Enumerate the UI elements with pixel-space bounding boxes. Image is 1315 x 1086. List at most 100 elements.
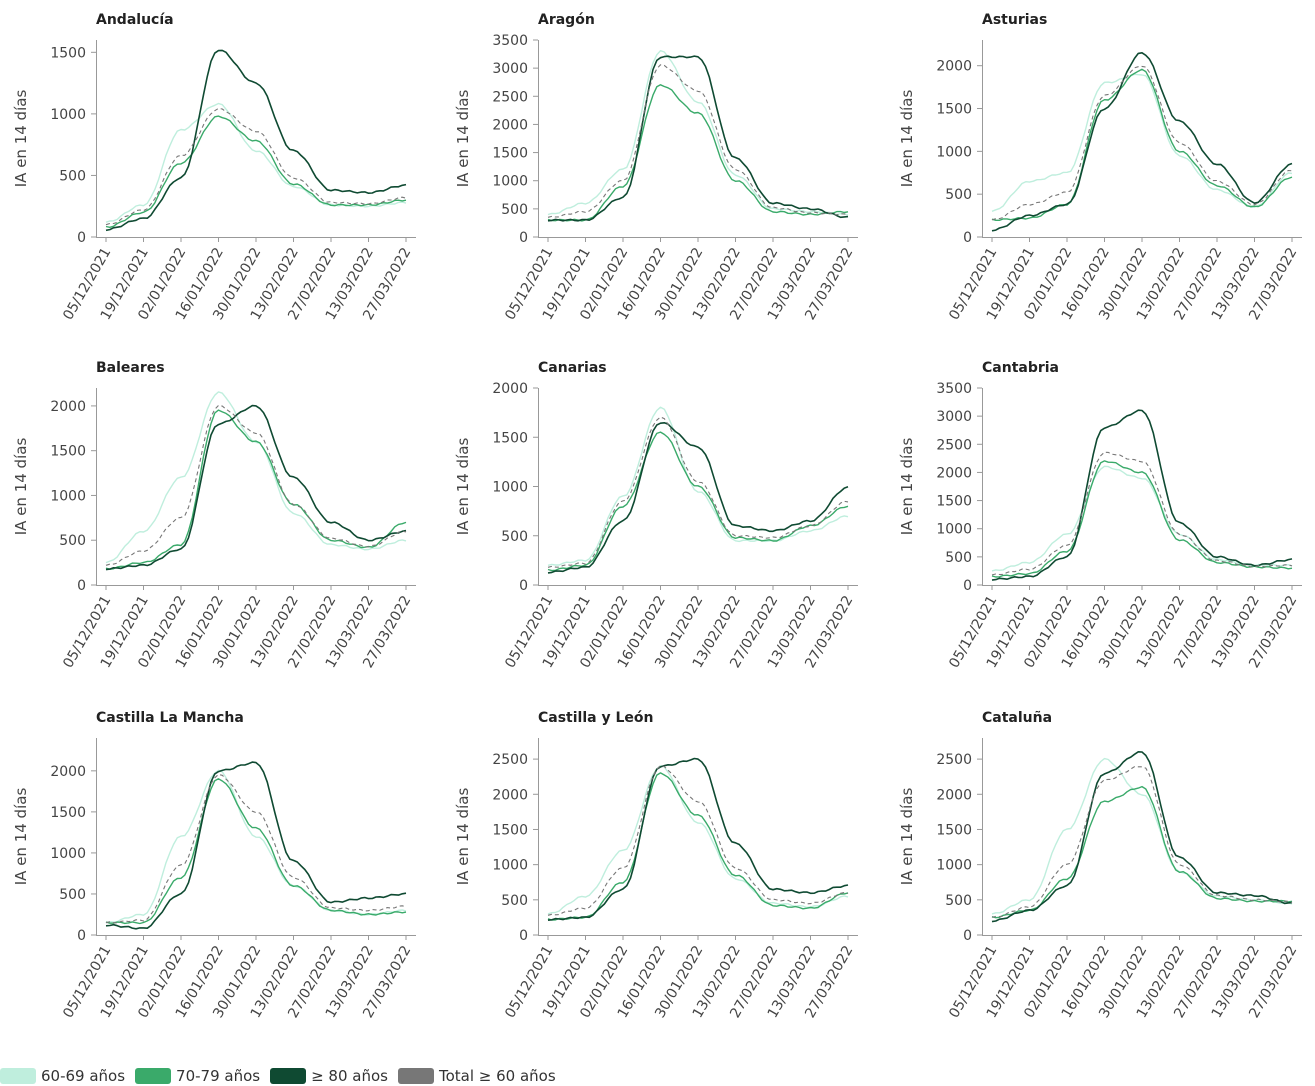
y-tick-label: 1500 bbox=[50, 444, 86, 460]
y-tick-label: 1000 bbox=[936, 144, 972, 160]
y-tick-label: 500 bbox=[501, 893, 528, 909]
legend-label-70-79: 70-79 años bbox=[176, 1067, 261, 1085]
y-tick-label: 0 bbox=[77, 928, 86, 944]
y-tick-label: 500 bbox=[945, 550, 972, 566]
y-tick-label: 0 bbox=[77, 230, 86, 246]
y-axis-label: IA en 14 días bbox=[454, 788, 472, 886]
y-tick-label: 1500 bbox=[492, 822, 528, 838]
y-tick-label: 1500 bbox=[936, 494, 972, 510]
y-tick-label: 1000 bbox=[936, 522, 972, 538]
series-line-total bbox=[547, 416, 849, 568]
panel-title: Cantabria bbox=[982, 360, 1059, 376]
y-tick-label: 1500 bbox=[492, 146, 528, 162]
y-tick-label: 3500 bbox=[492, 33, 528, 49]
panel-5: Cantabria IA en 14 días 0 500 1000 1500 2000 25… bbox=[898, 360, 1302, 671]
y-axis-label: IA en 14 días bbox=[898, 438, 916, 536]
y-tick-label: 1500 bbox=[492, 430, 528, 446]
y-tick-label: 500 bbox=[945, 893, 972, 909]
series-line-70-79 bbox=[105, 115, 407, 229]
series-line-80-plus bbox=[105, 49, 407, 232]
y-tick-label: 2000 bbox=[936, 465, 972, 481]
legend-swatch-total bbox=[397, 1068, 434, 1084]
y-tick-label: 1000 bbox=[50, 846, 86, 862]
y-tick-label: 500 bbox=[501, 529, 528, 545]
y-tick-label: 500 bbox=[59, 168, 86, 184]
legend-swatch-80-plus bbox=[270, 1068, 307, 1084]
y-tick-label: 2000 bbox=[492, 117, 528, 133]
y-tick-label: 1000 bbox=[50, 488, 86, 504]
y-tick-label: 3000 bbox=[492, 61, 528, 77]
y-tick-label: 0 bbox=[963, 578, 972, 594]
y-tick-label: 1500 bbox=[50, 805, 86, 821]
series-line-80-plus bbox=[991, 409, 1293, 581]
series-line-80-plus bbox=[105, 761, 407, 930]
series-line-total bbox=[547, 765, 849, 916]
y-tick-label: 0 bbox=[519, 578, 528, 594]
panel-title: Canarias bbox=[538, 360, 607, 376]
y-tick-label: 0 bbox=[963, 230, 972, 246]
panel-title: Andalucía bbox=[96, 12, 174, 28]
y-tick-label: 3000 bbox=[936, 409, 972, 425]
y-tick-label: 2000 bbox=[50, 399, 86, 415]
series-line-60-69 bbox=[991, 465, 1293, 572]
series-line-60-69 bbox=[105, 102, 407, 223]
y-tick-label: 1000 bbox=[936, 858, 972, 874]
series-line-60-69 bbox=[991, 73, 1293, 212]
y-tick-label: 2500 bbox=[492, 752, 528, 768]
panel-1: Aragón IA en 14 días 0 500 1000 1500 2000 2500 3… bbox=[454, 12, 858, 323]
series-line-70-79 bbox=[547, 84, 849, 222]
panel-title: Cataluña bbox=[982, 710, 1052, 726]
panel-title: Baleares bbox=[96, 360, 165, 376]
series-line-70-79 bbox=[105, 778, 407, 925]
y-tick-label: 1500 bbox=[50, 45, 86, 61]
panel-8: Cataluña IA en 14 días 0 500 1000 1500 2000 250… bbox=[898, 710, 1302, 1021]
y-axis-label: IA en 14 días bbox=[12, 90, 30, 188]
y-tick-label: 0 bbox=[77, 578, 86, 594]
series-line-60-69 bbox=[547, 764, 849, 915]
series-line-80-plus bbox=[105, 404, 407, 571]
y-tick-label: 3500 bbox=[936, 381, 972, 397]
legend-swatch-60-69 bbox=[0, 1068, 36, 1084]
y-tick-label: 2000 bbox=[50, 764, 86, 780]
y-tick-label: 1000 bbox=[492, 858, 528, 874]
y-tick-label: 500 bbox=[945, 187, 972, 203]
legend-swatch-70-79 bbox=[135, 1068, 172, 1084]
y-tick-label: 0 bbox=[519, 230, 528, 246]
y-tick-label: 1000 bbox=[492, 174, 528, 190]
series-line-total bbox=[991, 65, 1293, 221]
legend-item-60-69: 60-69 años bbox=[0, 1067, 125, 1085]
panel-title: Asturias bbox=[982, 12, 1047, 28]
y-tick-label: 2000 bbox=[492, 787, 528, 803]
y-axis-label: IA en 14 días bbox=[898, 788, 916, 886]
series-line-60-69 bbox=[547, 406, 849, 566]
y-tick-label: 0 bbox=[963, 928, 972, 944]
series-line-60-69 bbox=[105, 769, 407, 924]
y-axis-label: IA en 14 días bbox=[898, 90, 916, 188]
series-line-total bbox=[105, 404, 407, 566]
series-line-70-79 bbox=[547, 772, 849, 921]
series-line-80-plus bbox=[547, 757, 849, 921]
series-line-60-69 bbox=[547, 50, 849, 216]
series-line-70-79 bbox=[991, 785, 1293, 919]
legend-label-total: Total ≥ 60 años bbox=[438, 1067, 556, 1085]
legend: 60-69 años 70-79 años ≥ 80 años Total ≥ … bbox=[0, 1066, 566, 1086]
legend-item-70-79: 70-79 años bbox=[135, 1067, 260, 1085]
series-line-total bbox=[105, 773, 407, 924]
series-line-60-69 bbox=[105, 391, 407, 564]
series-line-70-79 bbox=[991, 68, 1293, 222]
legend-item-total: Total ≥ 60 años bbox=[397, 1067, 556, 1085]
series-line-60-69 bbox=[991, 757, 1293, 915]
series-line-total bbox=[547, 64, 849, 218]
y-tick-label: 1000 bbox=[492, 480, 528, 496]
y-tick-label: 2500 bbox=[936, 437, 972, 453]
y-axis-label: IA en 14 días bbox=[12, 438, 30, 536]
y-tick-label: 500 bbox=[501, 202, 528, 218]
series-line-70-79 bbox=[991, 460, 1293, 578]
series-line-total bbox=[991, 766, 1293, 918]
panel-6: Castilla La Mancha IA en 14 días 0 500 1000 1… bbox=[12, 710, 416, 1021]
legend-label-80-plus: ≥ 80 años bbox=[311, 1067, 388, 1085]
panel-title: Aragón bbox=[538, 12, 595, 28]
